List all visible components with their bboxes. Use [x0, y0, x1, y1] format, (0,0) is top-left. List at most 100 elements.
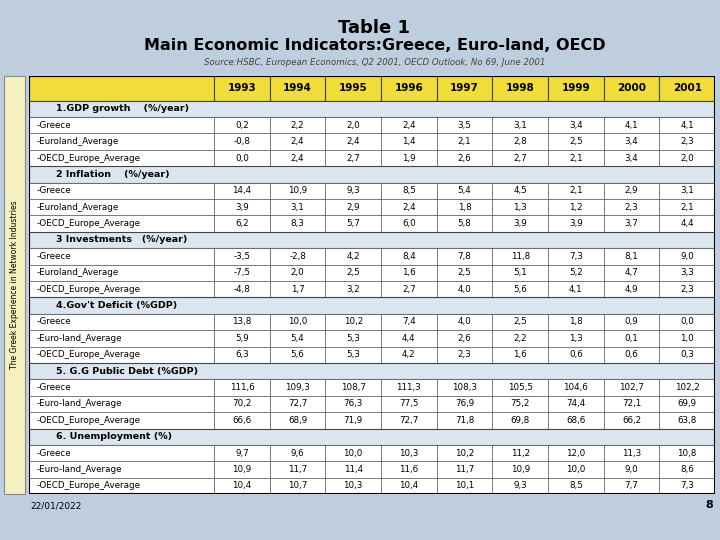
Text: -OECD_Europe_Average: -OECD_Europe_Average	[36, 350, 140, 359]
Text: 1,6: 1,6	[402, 268, 415, 277]
Bar	[29, 248, 214, 265]
Text: 2001: 2001	[672, 83, 701, 93]
Bar	[660, 183, 715, 199]
Text: -Euro-land_Average: -Euro-land_Average	[36, 465, 122, 474]
Text: 4,0: 4,0	[458, 285, 472, 294]
Text: -7,5: -7,5	[233, 268, 251, 277]
Bar	[437, 396, 492, 412]
Bar	[29, 100, 715, 117]
Bar	[548, 379, 603, 396]
Bar	[29, 347, 214, 363]
Bar	[270, 199, 325, 215]
Text: 5,6: 5,6	[291, 350, 305, 359]
Bar	[492, 412, 548, 429]
Text: 10,3: 10,3	[343, 481, 363, 490]
Text: 10,0: 10,0	[343, 449, 363, 457]
Text: 7,8: 7,8	[458, 252, 472, 261]
Text: Main Economic Indicators:Greece, Euro-land, OECD: Main Economic Indicators:Greece, Euro-la…	[143, 38, 606, 53]
Bar	[603, 379, 660, 396]
Text: 11,6: 11,6	[400, 465, 418, 474]
Bar	[492, 314, 548, 330]
Text: 0,9: 0,9	[625, 318, 639, 327]
Bar	[381, 150, 437, 166]
Text: 10,4: 10,4	[233, 481, 251, 490]
Text: 3,9: 3,9	[513, 219, 527, 228]
Text: 10,2: 10,2	[455, 449, 474, 457]
Text: 0,1: 0,1	[625, 334, 639, 343]
Text: -Greece: -Greece	[36, 318, 71, 327]
Text: 7,7: 7,7	[624, 481, 639, 490]
Text: 10,9: 10,9	[233, 465, 251, 474]
Bar	[548, 215, 603, 232]
Bar	[603, 199, 660, 215]
Bar	[381, 478, 437, 494]
Bar	[492, 379, 548, 396]
Text: 8,3: 8,3	[291, 219, 305, 228]
Bar	[270, 478, 325, 494]
Bar	[660, 396, 715, 412]
Text: 0,6: 0,6	[569, 350, 582, 359]
Bar	[437, 445, 492, 461]
Bar	[660, 117, 715, 133]
Text: 3,4: 3,4	[625, 137, 639, 146]
Bar	[270, 117, 325, 133]
Bar	[381, 183, 437, 199]
Bar	[492, 199, 548, 215]
Text: 9,7: 9,7	[235, 449, 249, 457]
Bar	[29, 396, 214, 412]
Bar	[437, 412, 492, 429]
Text: 2,4: 2,4	[291, 137, 305, 146]
Text: 72,7: 72,7	[399, 416, 418, 425]
Text: 5,7: 5,7	[346, 219, 360, 228]
Text: 111,3: 111,3	[397, 383, 421, 392]
Bar	[214, 461, 270, 478]
Text: 1,9: 1,9	[402, 153, 415, 163]
Text: 10,0: 10,0	[566, 465, 585, 474]
Bar	[660, 265, 715, 281]
Text: 1993: 1993	[228, 83, 256, 93]
Text: 12,0: 12,0	[566, 449, 585, 457]
Text: 2,2: 2,2	[291, 121, 305, 130]
Text: 7,3: 7,3	[569, 252, 582, 261]
Text: 1994: 1994	[283, 83, 312, 93]
Bar	[325, 445, 381, 461]
Bar	[214, 445, 270, 461]
Text: Source:HSBC, European Economics, Q2 2001, OECD Outlook, No 69, June 2001: Source:HSBC, European Economics, Q2 2001…	[204, 58, 545, 67]
Bar	[325, 379, 381, 396]
Text: 10,2: 10,2	[343, 318, 363, 327]
Bar	[270, 379, 325, 396]
Text: 68,6: 68,6	[566, 416, 585, 425]
Text: 11,4: 11,4	[343, 465, 363, 474]
Text: 108,3: 108,3	[452, 383, 477, 392]
Bar	[381, 117, 437, 133]
Bar	[603, 183, 660, 199]
Text: 7,3: 7,3	[680, 481, 694, 490]
Text: 6,2: 6,2	[235, 219, 248, 228]
Bar	[29, 281, 214, 298]
Bar	[325, 396, 381, 412]
Bar	[437, 478, 492, 494]
Text: 104,6: 104,6	[564, 383, 588, 392]
Text: -Euro-land_Average: -Euro-land_Average	[36, 334, 122, 343]
Bar	[548, 117, 603, 133]
Text: 3,1: 3,1	[291, 202, 305, 212]
Text: 69,9: 69,9	[678, 400, 697, 408]
Bar	[381, 215, 437, 232]
Text: 2,1: 2,1	[569, 186, 582, 195]
Text: 4,9: 4,9	[625, 285, 639, 294]
Bar	[437, 215, 492, 232]
Text: 4,1: 4,1	[680, 121, 694, 130]
Text: 5. G.G Public Debt (%GDP): 5. G.G Public Debt (%GDP)	[56, 367, 199, 376]
Bar	[660, 281, 715, 298]
Bar	[437, 281, 492, 298]
Text: -3,5: -3,5	[233, 252, 251, 261]
Text: 11,2: 11,2	[510, 449, 530, 457]
Text: 10,0: 10,0	[288, 318, 307, 327]
Bar	[548, 461, 603, 478]
Bar	[381, 445, 437, 461]
Bar	[270, 215, 325, 232]
Bar	[603, 281, 660, 298]
Text: 2,0: 2,0	[680, 153, 694, 163]
Bar	[29, 445, 214, 461]
Bar	[437, 133, 492, 150]
